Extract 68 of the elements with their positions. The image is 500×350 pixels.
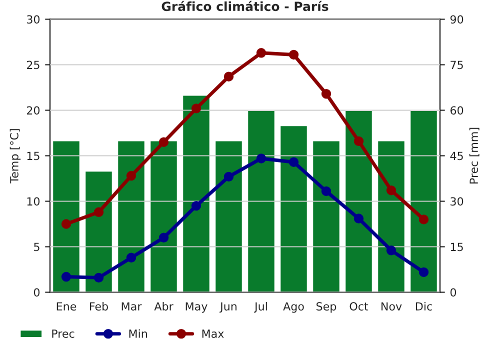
point: [256, 48, 266, 58]
x-tick-label: May: [186, 302, 208, 313]
point: [224, 72, 234, 82]
y-tick-label: 5: [34, 242, 40, 252]
y2-tick-label: 75: [450, 60, 463, 70]
x-tick-label: Feb: [90, 302, 108, 311]
point: [321, 89, 332, 99]
bar: [214, 140, 244, 292]
bar: [279, 124, 308, 292]
point: [191, 104, 202, 114]
y2-tick-label: 60: [450, 106, 464, 115]
point: [256, 154, 266, 164]
legend-label: Max: [202, 330, 224, 338]
bar: [344, 110, 374, 292]
bar: [52, 140, 81, 292]
bar: [376, 140, 406, 292]
point: [386, 246, 396, 256]
x-tick-label: Ago: [283, 302, 304, 313]
point: [386, 185, 396, 196]
y-tick-label: 25: [26, 60, 40, 70]
point: [94, 207, 104, 218]
point: [61, 272, 72, 282]
point: [288, 50, 299, 60]
point: [224, 172, 234, 182]
y2-tick-label: 90: [450, 15, 464, 24]
point: [354, 136, 364, 146]
y-tick-label: 20: [26, 106, 40, 115]
y-tick-label: 0: [34, 288, 40, 297]
point: [288, 157, 299, 167]
bar: [312, 140, 341, 292]
y-axis-title: Temp [°C]: [10, 129, 21, 184]
x-tick-label: Oct: [350, 302, 368, 311]
bar: [84, 170, 114, 292]
x-tick-label: Sep: [316, 302, 336, 313]
x-tick-label: Mar: [122, 302, 142, 311]
y2-tick-label: 0: [450, 288, 456, 297]
point: [126, 170, 136, 181]
point: [321, 186, 332, 196]
y-tick-label: 15: [27, 152, 40, 160]
bar: [116, 140, 146, 292]
bar: [246, 110, 276, 292]
x-tick-label: Jul: [254, 302, 267, 313]
legend-label: Min: [129, 329, 147, 338]
point: [61, 219, 72, 229]
legend-label: Prec: [52, 330, 74, 338]
y-tick-label: 10: [27, 197, 40, 206]
x-tick-label: Jun: [219, 302, 236, 313]
point: [354, 214, 364, 224]
x-tick-label: Ene: [56, 302, 76, 311]
point: [158, 137, 169, 147]
y2-tick-label: 45: [450, 152, 463, 160]
x-tick-label: Nov: [381, 302, 402, 311]
chart-title: Gráfico climático - París: [162, 0, 328, 12]
x-tick-label: Abr: [154, 302, 174, 311]
point: [126, 252, 136, 263]
point: [418, 267, 429, 278]
bar: [182, 94, 211, 292]
y2-tick-label: 30: [450, 197, 464, 206]
point: [94, 272, 104, 283]
point: [418, 214, 429, 224]
y2-axis-title: Prec [mm]: [469, 128, 480, 184]
point: [191, 200, 202, 211]
y-tick-label: 30: [26, 15, 40, 24]
x-tick-label: Dic: [416, 302, 432, 311]
y2-tick-label: 15: [450, 242, 463, 252]
bar: [409, 110, 438, 292]
point: [158, 232, 169, 243]
bar: [149, 140, 178, 292]
